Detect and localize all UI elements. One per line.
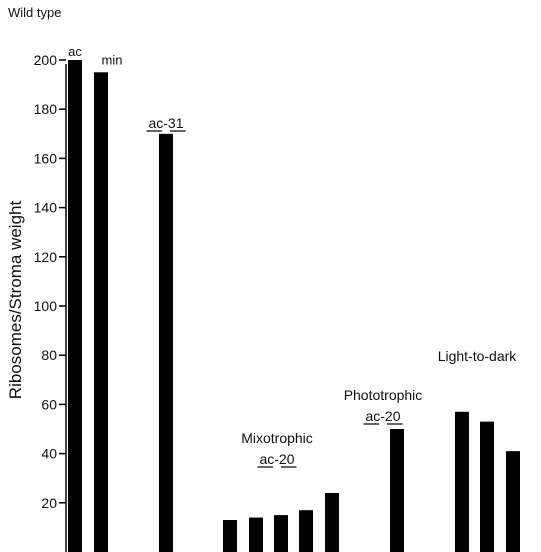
bar-labels-group: ac min	[68, 44, 122, 67]
bar	[325, 492, 339, 552]
y-tick-label: 180	[34, 101, 58, 117]
y-tick-label: 120	[34, 249, 58, 265]
y-tick-label: 20	[41, 495, 57, 511]
annotation-text: ac-20	[365, 408, 400, 424]
y-axis-ticks: 20 40 60 80 100 120 140 160 180 200	[34, 52, 66, 511]
bar	[390, 429, 404, 552]
bar	[68, 60, 82, 552]
y-tick-label: 160	[34, 150, 58, 166]
annotation-text: Mixotrophic	[241, 430, 313, 446]
y-tick-label: 140	[34, 200, 58, 216]
bar	[506, 451, 520, 552]
bar-label: ac	[68, 44, 82, 59]
bar	[480, 421, 494, 552]
y-axis-label: Ribosomes/Stroma weight	[6, 201, 25, 400]
y-tick-label: 100	[34, 298, 58, 314]
bar	[299, 510, 313, 552]
bar	[249, 517, 263, 552]
annotation-text: ac-31	[148, 115, 183, 131]
y-tick-label: 200	[34, 52, 58, 68]
chart-title: Wild type	[8, 5, 61, 20]
annotation-text: Light-to-dark	[438, 348, 518, 364]
bar	[274, 515, 288, 552]
bars-group	[68, 60, 520, 552]
bar-label: min	[102, 52, 123, 67]
bar	[94, 72, 108, 552]
y-tick-label: 60	[41, 396, 57, 412]
bar	[455, 411, 469, 552]
y-tick-label: 40	[41, 446, 57, 462]
annotation-text: Phototrophic	[344, 387, 423, 403]
bar	[223, 520, 237, 552]
annotation-text: ac-20	[259, 451, 294, 467]
bar	[159, 133, 173, 552]
y-tick-label: 80	[41, 347, 57, 363]
annotations-group: ac-31 Mixotrophic ac-20 Phototrophic ac-20 Li…	[146, 115, 518, 468]
